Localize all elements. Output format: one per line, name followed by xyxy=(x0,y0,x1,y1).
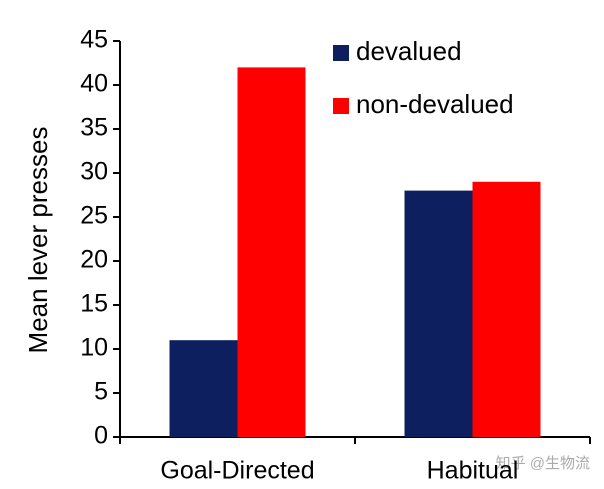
bar xyxy=(472,181,541,437)
y-tick-label: 0 xyxy=(94,422,108,450)
watermark: 知乎 @生物流 xyxy=(496,455,590,472)
y-tick-label: 5 xyxy=(94,378,108,406)
legend-swatch xyxy=(333,45,349,61)
x-tick-label: Habitual xyxy=(427,457,519,485)
bar xyxy=(169,340,238,437)
y-tick-label: 20 xyxy=(80,246,108,274)
bar xyxy=(404,190,473,437)
legend-label: non-devalued xyxy=(356,89,514,119)
y-tick-label: 45 xyxy=(80,26,108,54)
x-tick-label: Goal-Directed xyxy=(160,457,314,485)
y-tick-label: 15 xyxy=(80,290,108,318)
y-tick-label: 30 xyxy=(80,158,108,186)
legend-label: devalued xyxy=(356,36,462,66)
y-tick-label: 10 xyxy=(80,334,108,362)
legend-swatch xyxy=(333,98,349,114)
y-tick-label: 40 xyxy=(80,70,108,98)
bar xyxy=(237,67,306,438)
y-tick-label: 35 xyxy=(80,114,108,142)
y-tick-label: 25 xyxy=(80,202,108,230)
y-axis-label: Mean lever presses xyxy=(23,127,53,354)
